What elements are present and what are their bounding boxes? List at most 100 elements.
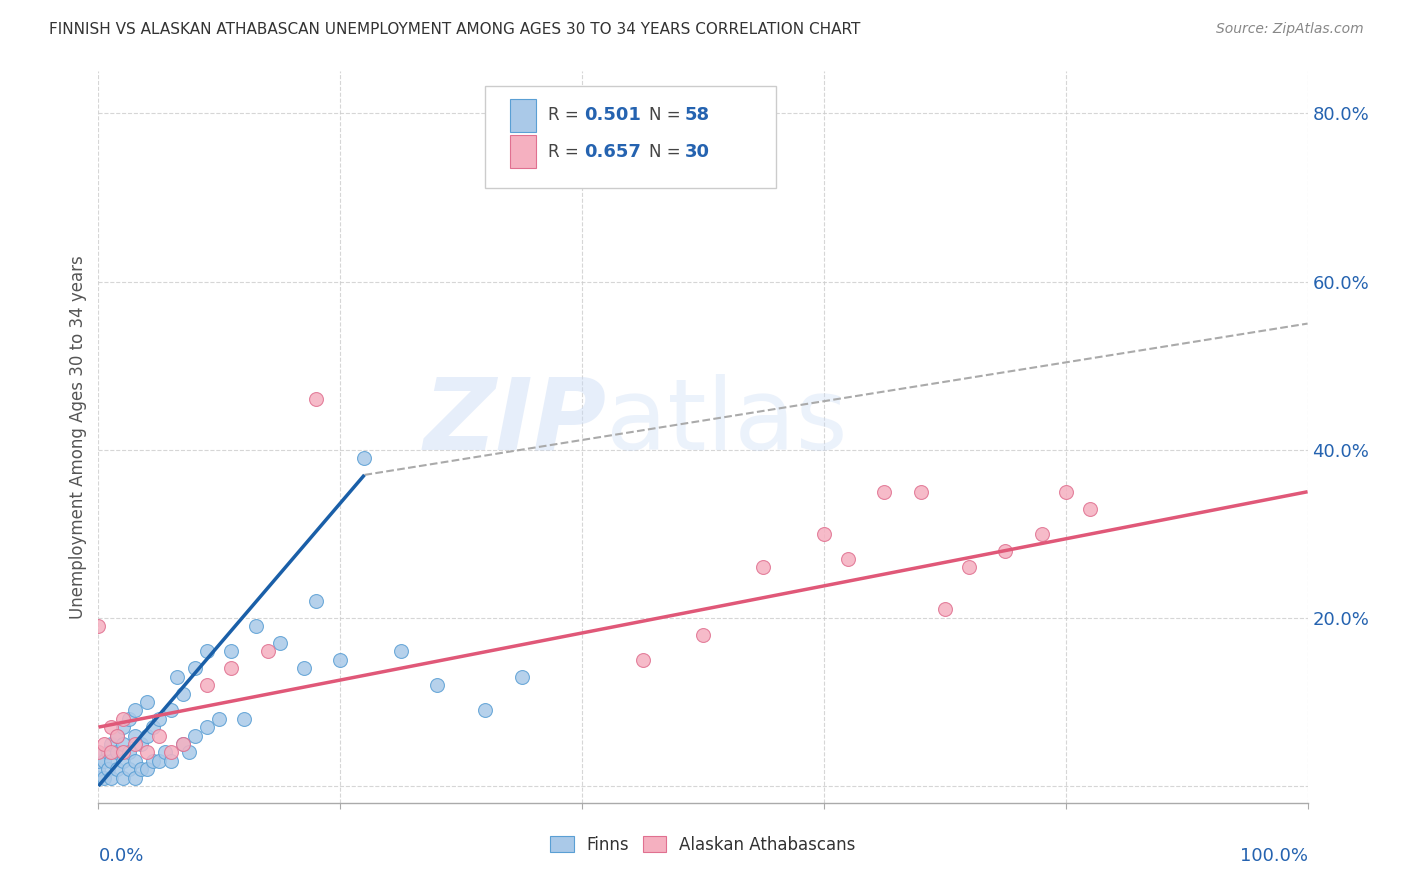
Point xyxy=(100,771,122,785)
Point xyxy=(135,745,157,759)
Point xyxy=(172,686,194,700)
Point xyxy=(1054,484,1077,499)
Text: R =: R = xyxy=(548,143,585,161)
Text: 58: 58 xyxy=(685,106,710,124)
Point xyxy=(813,526,835,541)
Point xyxy=(245,619,267,633)
Point xyxy=(87,762,110,776)
Point xyxy=(195,678,218,692)
Point xyxy=(160,754,183,768)
Point xyxy=(135,729,157,743)
Text: 0.0%: 0.0% xyxy=(98,847,143,864)
Point xyxy=(172,737,194,751)
Point xyxy=(153,745,176,759)
Point xyxy=(87,745,110,759)
Point xyxy=(111,737,134,751)
Text: ZIP: ZIP xyxy=(423,374,606,471)
Text: 0.501: 0.501 xyxy=(585,106,641,124)
Point xyxy=(135,695,157,709)
Point xyxy=(208,712,231,726)
Point xyxy=(118,712,141,726)
Point xyxy=(195,644,218,658)
Text: N =: N = xyxy=(648,143,686,161)
Point xyxy=(93,754,115,768)
Text: 100.0%: 100.0% xyxy=(1240,847,1308,864)
Point xyxy=(994,543,1017,558)
Point xyxy=(100,754,122,768)
FancyBboxPatch shape xyxy=(485,86,776,188)
Point xyxy=(957,560,980,574)
Point xyxy=(184,729,207,743)
Point xyxy=(692,627,714,641)
Point xyxy=(873,484,896,499)
Point xyxy=(118,745,141,759)
Text: 0.657: 0.657 xyxy=(585,143,641,161)
Legend: Finns, Alaskan Athabascans: Finns, Alaskan Athabascans xyxy=(544,829,862,860)
Point xyxy=(124,737,146,751)
Point xyxy=(93,737,115,751)
Point xyxy=(129,762,152,776)
Point xyxy=(269,636,291,650)
Point xyxy=(353,451,375,466)
Text: N =: N = xyxy=(648,106,686,124)
Text: R =: R = xyxy=(548,106,585,124)
Point xyxy=(221,661,243,675)
Point xyxy=(179,745,201,759)
Point xyxy=(124,771,146,785)
Point xyxy=(111,712,134,726)
Point xyxy=(389,644,412,658)
Point xyxy=(221,644,243,658)
Bar xyxy=(509,136,536,169)
Point xyxy=(910,484,932,499)
Point xyxy=(105,745,128,759)
Point xyxy=(118,762,141,776)
Bar xyxy=(509,99,536,132)
Point xyxy=(105,762,128,776)
Point xyxy=(166,670,188,684)
Point xyxy=(105,729,128,743)
Point xyxy=(105,729,128,743)
Point xyxy=(142,754,165,768)
Point xyxy=(100,745,122,759)
Text: 30: 30 xyxy=(685,143,710,161)
Point xyxy=(837,552,859,566)
Y-axis label: Unemployment Among Ages 30 to 34 years: Unemployment Among Ages 30 to 34 years xyxy=(69,255,87,619)
Point xyxy=(148,712,170,726)
Point xyxy=(124,729,146,743)
Point xyxy=(160,745,183,759)
Point xyxy=(148,729,170,743)
Point xyxy=(305,594,328,608)
Point xyxy=(426,678,449,692)
Point xyxy=(100,737,122,751)
Point xyxy=(111,754,134,768)
Point xyxy=(124,703,146,717)
Point xyxy=(100,720,122,734)
Point xyxy=(111,771,134,785)
Point xyxy=(87,745,110,759)
Point xyxy=(1078,501,1101,516)
Point xyxy=(142,720,165,734)
Point xyxy=(87,619,110,633)
Point xyxy=(148,754,170,768)
Point xyxy=(510,670,533,684)
Point xyxy=(292,661,315,675)
Point xyxy=(305,392,328,407)
Point xyxy=(195,720,218,734)
Point xyxy=(752,560,775,574)
Point xyxy=(184,661,207,675)
Point xyxy=(160,703,183,717)
Point xyxy=(232,712,254,726)
Point xyxy=(934,602,956,616)
Point xyxy=(124,754,146,768)
Point xyxy=(111,720,134,734)
Point xyxy=(97,762,120,776)
Point xyxy=(256,644,278,658)
Point xyxy=(87,754,110,768)
Text: FINNISH VS ALASKAN ATHABASCAN UNEMPLOYMENT AMONG AGES 30 TO 34 YEARS CORRELATION: FINNISH VS ALASKAN ATHABASCAN UNEMPLOYME… xyxy=(49,22,860,37)
Point xyxy=(129,737,152,751)
Point xyxy=(631,653,654,667)
Point xyxy=(111,745,134,759)
Point xyxy=(329,653,352,667)
Point xyxy=(1031,526,1053,541)
Point xyxy=(87,771,110,785)
